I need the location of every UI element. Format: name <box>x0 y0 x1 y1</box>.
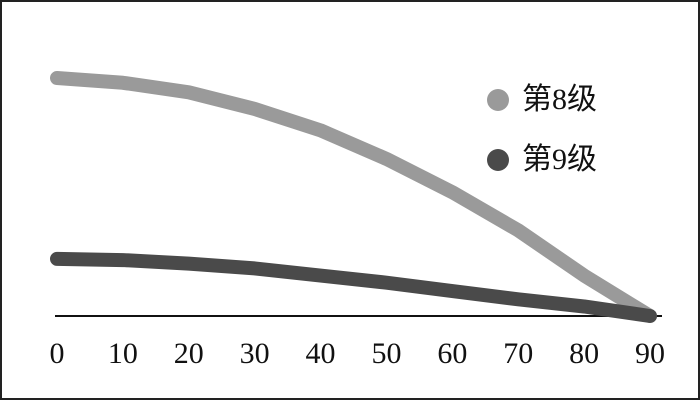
x-tick-label: 70 <box>503 337 533 370</box>
line <box>50 71 657 323</box>
x-tick-label: 50 <box>371 337 401 370</box>
legend-label: 第9级 <box>522 143 597 176</box>
x-tick-label: 10 <box>108 337 138 370</box>
x-tick-label: 20 <box>174 337 204 370</box>
legend-label: 第8级 <box>522 83 597 116</box>
x-tick-label: 80 <box>569 337 599 370</box>
x-tick-label: 0 <box>50 337 65 370</box>
x-tick-label: 30 <box>240 337 270 370</box>
x-tick-label: 40 <box>306 337 336 370</box>
line <box>50 251 657 323</box>
x-tick-label: 90 <box>635 337 665 370</box>
legend-swatch <box>487 149 509 171</box>
legend-swatch <box>487 89 509 111</box>
x-tick-label: 60 <box>437 337 467 370</box>
